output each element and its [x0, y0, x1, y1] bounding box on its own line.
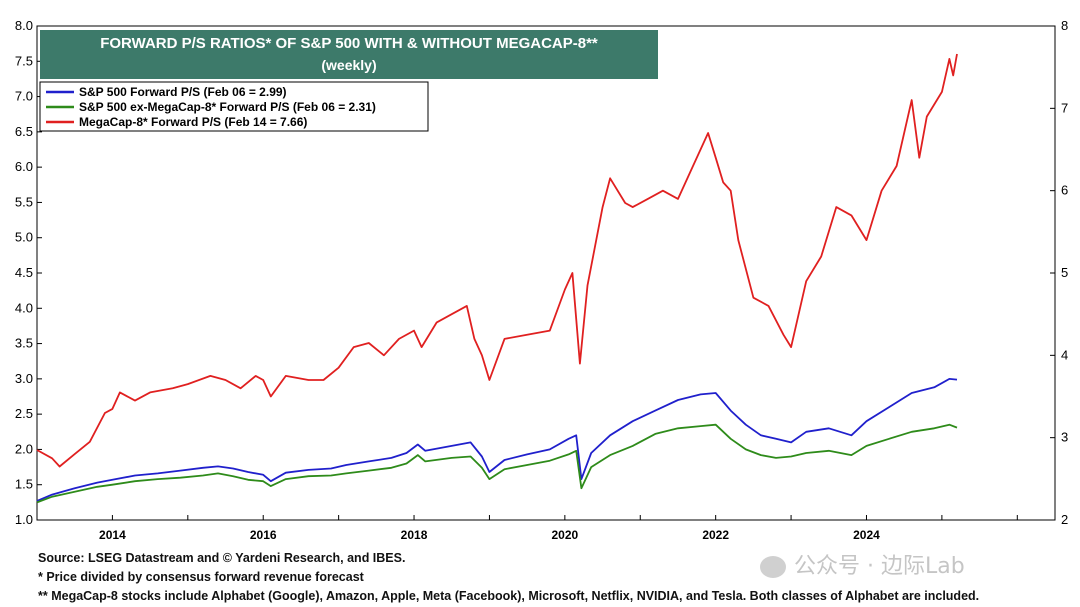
source-note: Source: LSEG Datastream and © Yardeni Re…	[38, 551, 406, 565]
left-axis: 1.0 1.5 2.0 2.5 3.0 3.5 4.0 4.5 5.0 5.5 6.0 6.5 7.0 7…	[15, 18, 42, 527]
watermark-text: 公众号 · 边际Lab	[794, 554, 965, 579]
footnotes: Source: LSEG Datastream and © Yardeni Re…	[38, 549, 1078, 606]
left-tick-label: 1.5	[15, 477, 33, 492]
title-box: FORWARD P/S RATIOS* OF S&P 500 WITH & WI…	[40, 30, 658, 79]
legend-label-ex-megacap: S&P 500 ex-MegaCap-8* Forward P/S (Feb 0…	[79, 100, 376, 114]
left-tick-label: 2.0	[15, 441, 33, 456]
x-tick-label: 2016	[250, 528, 277, 542]
watermark: 公众号 · 边际Lab	[760, 548, 965, 580]
x-axis: 2014 2016 2018 2020 2022 2024	[36, 515, 1018, 542]
legend-label-megacap: MegaCap-8* Forward P/S (Feb 14 = 7.66)	[79, 115, 307, 129]
x-tick-label: 2014	[99, 528, 126, 542]
right-tick-label: 7	[1061, 100, 1068, 115]
right-tick-label: 6	[1061, 183, 1068, 198]
left-tick-label: 5.0	[15, 230, 33, 245]
chart: 1.0 1.5 2.0 2.5 3.0 3.5 4.0 4.5 5.0 5.5 6.0 6.5 7.0 7…	[15, 18, 1068, 542]
title-background	[40, 30, 658, 79]
right-tick-label: 4	[1061, 347, 1068, 362]
left-tick-label: 2.5	[15, 406, 33, 421]
right-axis: 2 3 4 5 6 7 8	[1050, 18, 1068, 527]
left-tick-label: 4.0	[15, 300, 33, 315]
legend-label-sp500: S&P 500 Forward P/S (Feb 06 = 2.99)	[79, 85, 287, 99]
wechat-icon	[760, 556, 786, 578]
series-layer	[36, 53, 958, 504]
left-tick-label: 4.5	[15, 265, 33, 280]
left-tick-label: 3.0	[15, 371, 33, 386]
right-tick-label: 2	[1061, 512, 1068, 527]
footnote-price: * Price divided by consensus forward rev…	[38, 570, 364, 584]
footnote-megacap: ** MegaCap-8 stocks include Alphabet (Go…	[38, 589, 980, 603]
left-tick-label: 3.5	[15, 336, 33, 351]
left-tick-label: 5.5	[15, 194, 33, 209]
left-tick-label: 7.5	[15, 53, 33, 68]
x-tick-label: 2018	[401, 528, 428, 542]
chart-title: FORWARD P/S RATIOS* OF S&P 500 WITH & WI…	[100, 35, 598, 52]
series-line-1	[36, 423, 958, 504]
left-tick-label: 8.0	[15, 18, 33, 33]
left-tick-label: 7.0	[15, 89, 33, 104]
legend: S&P 500 Forward P/S (Feb 06 = 2.99) S&P …	[39, 81, 429, 132]
left-tick-label: 6.5	[15, 124, 33, 139]
left-tick-label: 6.0	[15, 159, 33, 174]
x-tick-label: 2020	[552, 528, 579, 542]
left-tick-label: 1.0	[15, 512, 33, 527]
right-tick-label: 5	[1061, 265, 1068, 280]
x-tick-label: 2024	[853, 528, 880, 542]
right-tick-label: 8	[1061, 18, 1068, 33]
series-line-2	[36, 53, 958, 468]
right-tick-label: 3	[1061, 430, 1068, 445]
legend-box	[39, 81, 429, 132]
x-tick-label: 2022	[702, 528, 729, 542]
series-line-0	[36, 378, 958, 502]
chart-subtitle: (weekly)	[321, 57, 376, 73]
